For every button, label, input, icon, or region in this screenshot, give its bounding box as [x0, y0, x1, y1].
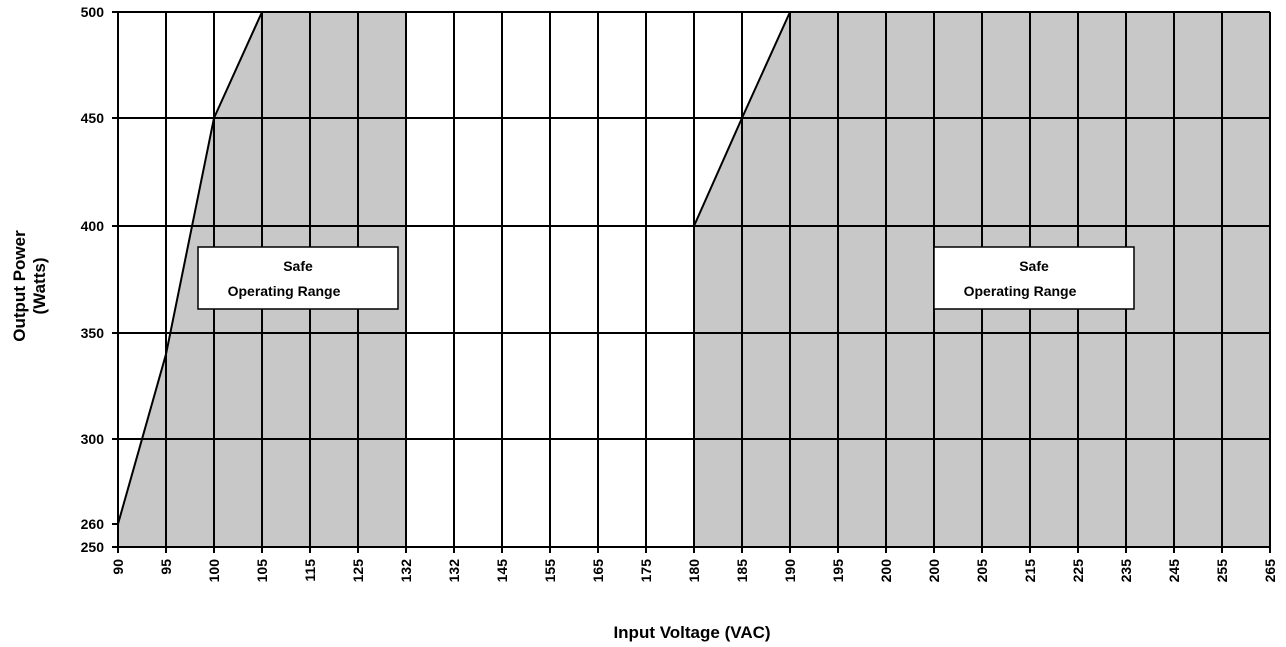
- annotation-line2: Operating Range: [228, 283, 341, 299]
- annotation-line1: Safe: [1019, 258, 1049, 274]
- x-tick-label: 155: [542, 559, 558, 583]
- x-tick-label: 145: [494, 559, 510, 583]
- y-tick-label: 300: [81, 431, 105, 447]
- annotation-box: [197, 246, 399, 310]
- x-tick-label: 205: [974, 559, 990, 583]
- x-tick-label: 255: [1214, 559, 1230, 583]
- x-tick-label: 200: [926, 559, 942, 583]
- x-tick-label: 132: [446, 559, 462, 583]
- x-tick-label: 95: [158, 559, 174, 575]
- y-tick-label: 350: [81, 325, 105, 341]
- x-tick-label: 115: [302, 559, 318, 582]
- annotation-line2: Operating Range: [964, 283, 1077, 299]
- x-tick-label: 132: [398, 559, 414, 583]
- y-axis-title-line1: Output Power: [10, 230, 29, 342]
- x-tick-label: 215: [1022, 559, 1038, 583]
- x-tick-label: 105: [254, 559, 270, 583]
- y-tick-label: 260: [81, 516, 105, 532]
- y-tick-label: 500: [81, 4, 105, 20]
- x-tick-label: 235: [1118, 559, 1134, 583]
- x-tick-label: 175: [638, 559, 654, 583]
- x-tick-label: 100: [206, 559, 222, 583]
- x-tick-label: 180: [686, 559, 702, 583]
- annotations: Safe Operating Range Safe Operating Range: [197, 246, 1135, 310]
- y-tick-label: 450: [81, 110, 105, 126]
- x-tick-label: 185: [734, 559, 750, 583]
- y-tick-label: 400: [81, 218, 105, 234]
- x-tick-label: 200: [878, 559, 894, 583]
- x-axis-ticks: 90 95 100 105 115 125 132 132 145 155 165 175 180 185…: [110, 547, 1278, 582]
- x-tick-label: 195: [830, 559, 846, 583]
- x-axis-title: Input Voltage (VAC): [613, 623, 770, 642]
- x-tick-label: 245: [1166, 559, 1182, 583]
- boundary-line-2: [693, 11, 791, 227]
- y-axis-ticks: 250 260 300 350 400 450 500: [81, 4, 118, 555]
- y-tick-label: 250: [81, 539, 105, 555]
- x-tick-label: 265: [1262, 559, 1278, 583]
- x-tick-label: 90: [110, 559, 126, 575]
- x-tick-label: 190: [782, 559, 798, 583]
- x-tick-label: 165: [590, 559, 606, 583]
- boundary-lines: [117, 11, 791, 525]
- x-tick-label: 125: [350, 559, 366, 583]
- boundary-line-1: [117, 11, 263, 525]
- x-tick-label: 225: [1070, 559, 1086, 583]
- annotation-line1: Safe: [283, 258, 313, 274]
- annotation-box: [933, 246, 1135, 310]
- y-axis-title-line2: (Watts): [30, 258, 49, 315]
